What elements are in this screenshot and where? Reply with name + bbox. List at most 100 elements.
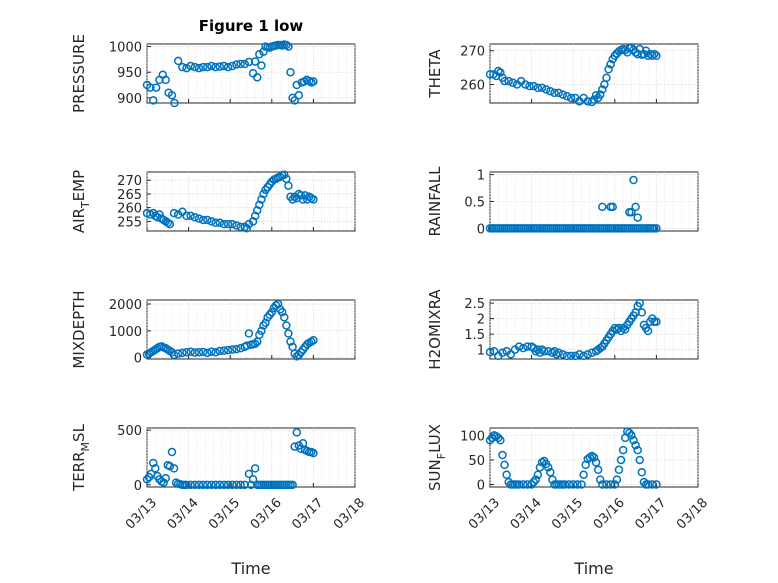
data-point (554, 348, 563, 358)
data-point (223, 480, 233, 490)
data-point (598, 202, 607, 212)
data-point (643, 480, 653, 489)
data-point (207, 480, 216, 490)
data-point (207, 61, 216, 71)
data-point (304, 76, 314, 86)
series-markers (485, 427, 661, 489)
y-axis-label-subscript: F (435, 453, 448, 459)
data-point (652, 224, 661, 233)
y-tick-label: 255 (117, 215, 142, 230)
x-tick-label: 03/16 (591, 495, 628, 532)
data-point (280, 170, 289, 179)
data-point (494, 66, 503, 76)
data-point (558, 90, 568, 99)
data-point (531, 475, 541, 484)
data-point (219, 480, 229, 490)
data-point (186, 61, 195, 71)
data-point (587, 97, 597, 107)
data-point (142, 475, 152, 484)
data-point (186, 347, 195, 357)
data-point (248, 217, 258, 226)
data-point (546, 86, 555, 96)
data-point (652, 480, 661, 489)
data-point (583, 350, 593, 359)
data-point (242, 224, 252, 233)
axes-frame (489, 43, 699, 104)
data-point (240, 480, 250, 490)
data-point (564, 480, 574, 489)
data-point (211, 480, 220, 490)
data-point (292, 428, 302, 437)
data-point (203, 348, 212, 358)
data-point (259, 47, 268, 56)
data-point (606, 59, 615, 69)
data-point (608, 202, 617, 212)
data-point (244, 469, 254, 479)
y-tick-label: 265 (117, 188, 142, 203)
data-point (593, 465, 603, 475)
data-point (558, 350, 568, 359)
y-tick-label: 50 (468, 454, 485, 469)
data-point (496, 436, 505, 445)
x-axis-label-right: Time (573, 559, 613, 578)
y-tick-label: 260 (460, 78, 485, 93)
data-point (255, 200, 264, 210)
data-point (250, 464, 260, 473)
data-point (228, 219, 237, 229)
data-point (550, 88, 559, 98)
data-point (610, 480, 620, 489)
y-tick-label: 1.5 (464, 328, 485, 343)
data-point (219, 219, 229, 229)
data-point (620, 325, 630, 334)
data-point (519, 343, 528, 353)
data-point (250, 57, 260, 66)
data-point (541, 85, 551, 94)
y-tick-label: 2000 (109, 298, 142, 313)
y-axis-label-main: TERR (70, 451, 88, 492)
data-point (236, 480, 245, 490)
data-point (652, 317, 661, 326)
data-point (190, 213, 200, 222)
data-point (248, 475, 258, 484)
data-point (219, 346, 229, 355)
y-tick-label: 0 (477, 479, 485, 494)
data-point (533, 470, 543, 479)
data-point (228, 345, 237, 354)
y-axis-label-main: MIXDEPTH (70, 290, 88, 368)
data-point (647, 51, 657, 61)
data-point (577, 480, 586, 489)
data-point (284, 329, 293, 338)
data-point (589, 453, 599, 462)
data-point (643, 326, 653, 336)
data-point (635, 298, 645, 308)
data-point (282, 40, 291, 50)
data-point (573, 480, 582, 489)
data-point (255, 50, 264, 59)
data-point (211, 62, 220, 72)
data-point (498, 450, 507, 460)
data-point (159, 478, 168, 487)
data-point (252, 206, 262, 215)
data-point (182, 348, 191, 357)
y-axis-label: RAINFALL (426, 166, 444, 237)
data-point (579, 470, 588, 479)
data-point (647, 480, 657, 489)
data-point (543, 346, 553, 356)
data-point (169, 464, 179, 473)
data-point (290, 96, 299, 105)
data-point (190, 62, 200, 72)
data-point (280, 313, 289, 322)
data-point (284, 181, 293, 190)
data-point (571, 351, 580, 361)
data-point (496, 68, 505, 77)
y-tick-label: 1000 (109, 41, 142, 56)
data-point (602, 73, 611, 82)
data-point (529, 81, 538, 91)
data-point (610, 51, 620, 61)
subplot-5: 0 1000 2000 MIXDEPTH (70, 290, 356, 369)
data-point (595, 343, 605, 353)
data-point (151, 83, 161, 92)
data-point (190, 480, 200, 490)
